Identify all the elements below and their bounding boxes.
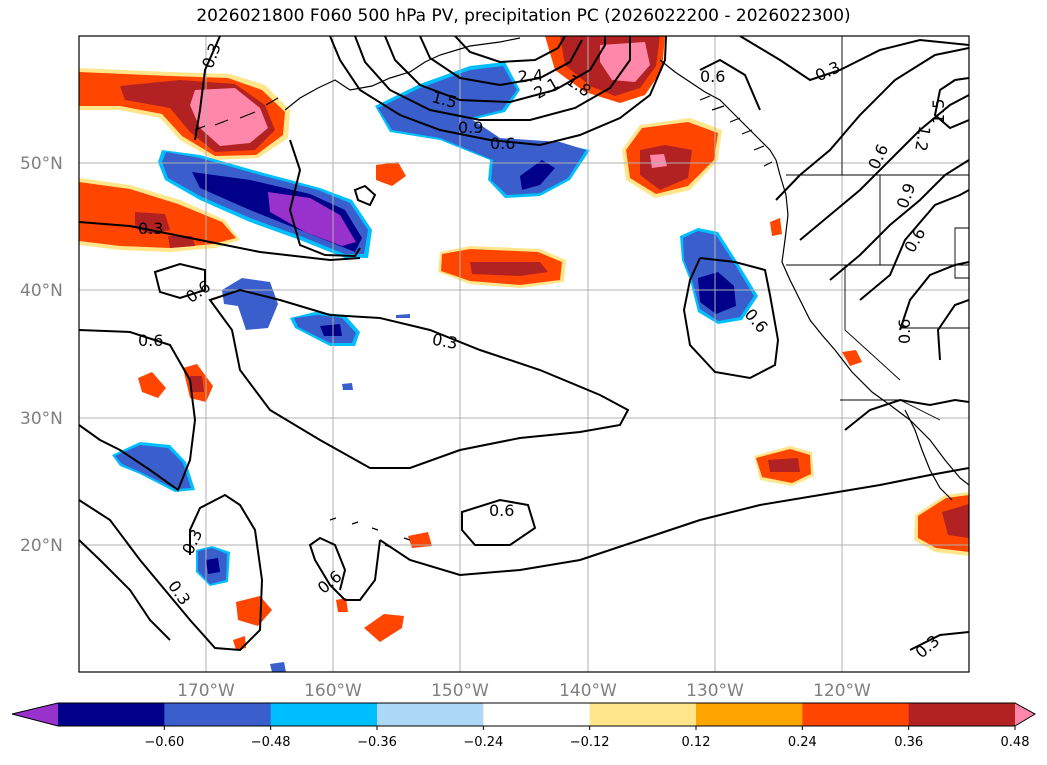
contour-label: 0.6 bbox=[489, 501, 514, 520]
precip-region bbox=[650, 154, 667, 168]
colorbar-tick-label: 0.48 bbox=[1001, 735, 1030, 750]
contour-label: 0.6 bbox=[490, 134, 515, 153]
map-layers: 0.3 0.3 0.3 0.3 0.3 0.3 0.3 0.6 0.6 0.6 … bbox=[79, 36, 969, 672]
colorbar-segment bbox=[908, 703, 1016, 726]
contour-label: 0.6 bbox=[895, 319, 914, 344]
lat-label-20n: 20°N bbox=[20, 536, 63, 556]
precip-region bbox=[698, 272, 736, 314]
lat-label-30n: 30°N bbox=[20, 409, 63, 429]
colorbar-tick-label: −0.12 bbox=[570, 735, 610, 750]
contour-label: 0.6 bbox=[700, 67, 725, 86]
borders bbox=[786, 36, 969, 421]
colorbar-tick-label: −0.24 bbox=[463, 735, 503, 750]
colorbar-segment bbox=[483, 703, 591, 726]
precip-region bbox=[268, 192, 356, 246]
colorbar-tick-label: 0.24 bbox=[788, 735, 817, 750]
colorbar-tick-label: −0.48 bbox=[251, 735, 291, 750]
lat-label-50n: 50°N bbox=[20, 154, 63, 174]
lon-label-120w: 120°W bbox=[813, 681, 871, 701]
colorbar-segment bbox=[696, 703, 803, 726]
colorbar-segment bbox=[802, 703, 910, 726]
graticule bbox=[79, 36, 969, 672]
precip-region bbox=[168, 236, 195, 248]
contour-label: 2.4 bbox=[517, 66, 544, 87]
colorbar-extend-high bbox=[1015, 703, 1035, 726]
precip-region bbox=[470, 262, 548, 276]
lon-label-170w: 170°W bbox=[177, 681, 235, 701]
contour-label: 0.3 bbox=[431, 330, 459, 353]
colorbar-ticks: −0.60 −0.48 −0.36 −0.24 −0.12 0.12 0.24 0.36 0.4… bbox=[144, 726, 1030, 750]
precip-region bbox=[376, 162, 406, 186]
precip-region bbox=[236, 596, 272, 626]
colorbar-tick-label: −0.60 bbox=[144, 735, 184, 750]
precip-region bbox=[770, 218, 782, 236]
colorbar: −0.60 −0.48 −0.36 −0.24 −0.12 0.12 0.24 0.36 0.4… bbox=[11, 702, 1037, 750]
lon-label-160w: 160°W bbox=[304, 681, 362, 701]
precip-region bbox=[768, 458, 800, 472]
plot-frame bbox=[78, 35, 970, 673]
colorbar-tick-label: 0.36 bbox=[894, 735, 923, 750]
lon-label-130w: 130°W bbox=[686, 681, 744, 701]
precip-positive-regions bbox=[79, 36, 969, 650]
colorbar-tick-label: 0.12 bbox=[682, 735, 711, 750]
pv-contours bbox=[79, 36, 969, 652]
contour-label: 1.5 bbox=[929, 99, 948, 124]
colorbar-segment bbox=[58, 703, 165, 726]
colorbar-segments bbox=[12, 703, 1035, 726]
colorbar-segment bbox=[270, 703, 378, 726]
precip-region bbox=[842, 350, 862, 366]
precip-region bbox=[408, 532, 432, 548]
precip-region bbox=[206, 558, 220, 574]
precip-region bbox=[138, 372, 166, 398]
contour-label: 0.9 bbox=[458, 118, 483, 137]
lat-label-40n: 40°N bbox=[20, 281, 63, 301]
precip-region bbox=[115, 445, 191, 489]
precip-region bbox=[320, 324, 342, 336]
precip-region bbox=[942, 504, 969, 538]
precip-region bbox=[190, 376, 204, 392]
precip-region bbox=[342, 383, 353, 390]
precip-region bbox=[336, 598, 348, 612]
colorbar-segment bbox=[164, 703, 272, 726]
precip-region bbox=[520, 160, 555, 190]
contour-label: 1.2 bbox=[911, 124, 934, 152]
latitude-labels: 50°N 40°N 30°N 20°N bbox=[20, 154, 63, 556]
colorbar-segment bbox=[377, 703, 484, 726]
colorbar-extend-low bbox=[12, 703, 58, 726]
precip-region bbox=[600, 42, 650, 82]
longitude-labels: 170°W 160°W 150°W 140°W 130°W 120°W bbox=[177, 681, 871, 701]
precip-region bbox=[270, 662, 286, 672]
contour-label: 0.6 bbox=[138, 331, 163, 350]
colorbar-segment bbox=[589, 703, 697, 726]
precip-region bbox=[190, 88, 268, 146]
colorbar-outline bbox=[11, 702, 1037, 727]
lon-label-140w: 140°W bbox=[559, 681, 617, 701]
colorbar-tick-label: −0.36 bbox=[357, 735, 397, 750]
contour-label: 0.3 bbox=[138, 219, 163, 238]
coastlines bbox=[194, 37, 969, 549]
precip-region bbox=[396, 314, 410, 318]
map-title: 2026021800 F060 500 hPa PV, precipitatio… bbox=[196, 6, 851, 26]
precip-region bbox=[364, 614, 404, 642]
lon-label-150w: 150°W bbox=[431, 681, 489, 701]
